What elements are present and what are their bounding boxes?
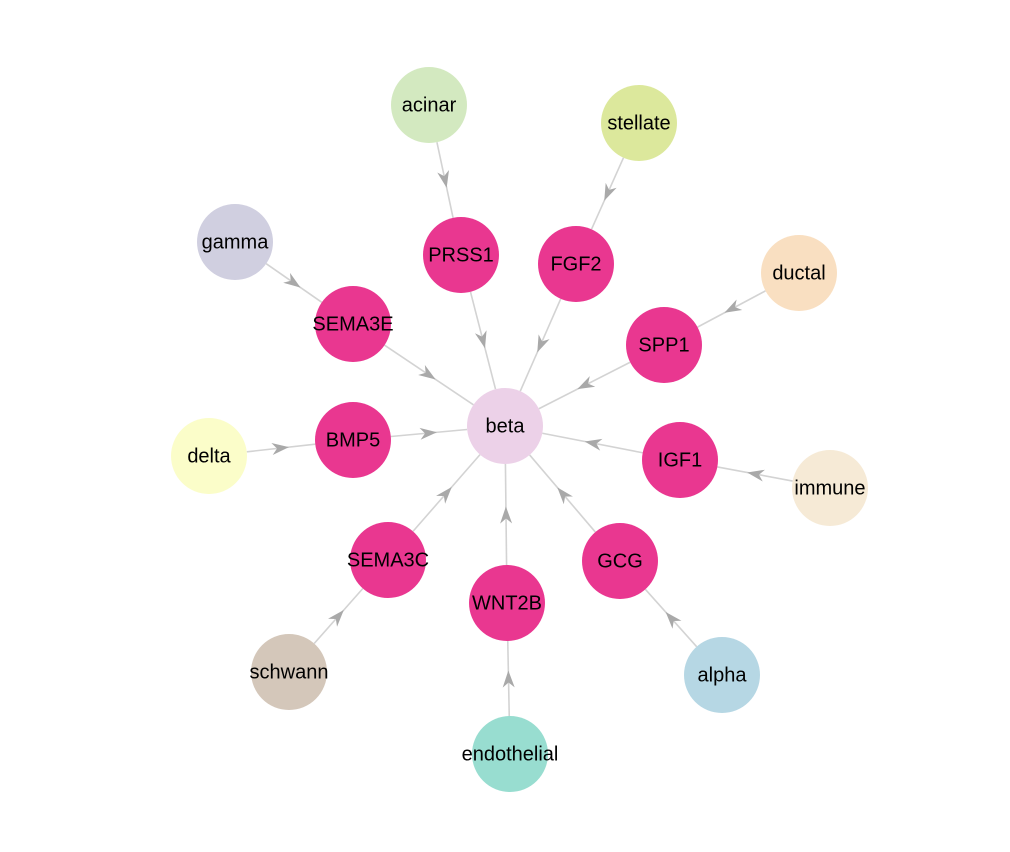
- nodes-layer: beta acinar stellate ductal immune alpha endot…: [171, 67, 868, 792]
- node-label-endothelial: endothelial: [462, 743, 559, 765]
- node-endothelial[interactable]: endothelial: [462, 716, 559, 792]
- node-schwann[interactable]: schwann: [250, 634, 329, 710]
- arrowhead-schwann-to-SEMA3C: [328, 610, 344, 627]
- node-label-beta: beta: [486, 415, 526, 437]
- node-label-gamma: gamma: [202, 231, 270, 253]
- node-circle-bmp5[interactable]: [315, 402, 391, 478]
- node-label-prss1: PRSS1: [428, 244, 494, 266]
- node-label-ductal: ductal: [772, 262, 825, 284]
- arrowhead-WNT2B-to-beta: [500, 506, 513, 524]
- arrowhead-gamma-to-SEMA3E: [283, 272, 301, 288]
- node-wnt2b[interactable]: WNT2B: [469, 565, 545, 641]
- node-label-sema3c: SEMA3C: [347, 549, 429, 571]
- node-circle-igf1[interactable]: [642, 422, 718, 498]
- node-label-schwann: schwann: [250, 661, 329, 683]
- arrowhead-BMP5-to-beta: [419, 427, 437, 440]
- node-gamma[interactable]: gamma: [197, 204, 273, 280]
- node-circle-immune[interactable]: [792, 450, 868, 526]
- node-circle-sema3c[interactable]: [350, 522, 426, 598]
- arrowhead-PRSS1-to-beta: [474, 330, 487, 349]
- arrowhead-GCG-to-beta: [557, 487, 573, 505]
- node-circle-acinar[interactable]: [391, 67, 467, 143]
- arrowhead-delta-to-BMP5: [271, 443, 289, 455]
- node-alpha[interactable]: alpha: [684, 637, 760, 713]
- arrowhead-endothelial-to-WNT2B: [502, 670, 515, 688]
- arrowhead-acinar-to-PRSS1: [437, 169, 449, 188]
- node-acinar[interactable]: acinar: [391, 67, 467, 143]
- node-spp1[interactable]: SPP1: [626, 307, 702, 383]
- node-circle-gcg[interactable]: [582, 523, 658, 599]
- node-circle-beta[interactable]: [467, 388, 543, 464]
- node-circle-ductal[interactable]: [761, 235, 837, 311]
- node-circle-alpha[interactable]: [684, 637, 760, 713]
- node-label-gcg: GCG: [597, 550, 643, 572]
- arrowhead-SEMA3C-to-beta: [436, 486, 452, 504]
- node-circle-wnt2b[interactable]: [469, 565, 545, 641]
- node-label-igf1: IGF1: [658, 449, 702, 471]
- node-sema3c[interactable]: SEMA3C: [347, 522, 429, 598]
- node-circle-spp1[interactable]: [626, 307, 702, 383]
- node-label-delta: delta: [187, 445, 231, 467]
- arrowhead-SPP1-to-beta: [577, 376, 596, 390]
- arrows-layer: [271, 169, 765, 688]
- node-fgf2[interactable]: FGF2: [538, 226, 614, 302]
- node-label-fgf2: FGF2: [550, 253, 601, 275]
- arrowhead-ductal-to-SPP1: [724, 299, 743, 313]
- node-delta[interactable]: delta: [171, 418, 247, 494]
- node-beta[interactable]: beta: [467, 388, 543, 464]
- node-circle-schwann[interactable]: [251, 634, 327, 710]
- node-sema3e[interactable]: SEMA3E: [312, 286, 394, 362]
- node-prss1[interactable]: PRSS1: [423, 217, 499, 293]
- node-bmp5[interactable]: BMP5: [315, 402, 391, 478]
- arrowhead-alpha-to-GCG: [665, 612, 682, 629]
- node-circle-delta[interactable]: [171, 418, 247, 494]
- node-gcg[interactable]: GCG: [582, 523, 658, 599]
- node-circle-gamma[interactable]: [197, 204, 273, 280]
- node-label-immune: immune: [794, 477, 865, 499]
- node-circle-fgf2[interactable]: [538, 226, 614, 302]
- arrowhead-immune-to-IGF1: [747, 469, 765, 482]
- node-label-alpha: alpha: [698, 664, 748, 686]
- node-label-stellate: stellate: [607, 112, 670, 134]
- node-stellate[interactable]: stellate: [601, 85, 677, 161]
- node-ductal[interactable]: ductal: [761, 235, 837, 311]
- arrowhead-FGF2-to-beta: [537, 334, 550, 353]
- node-label-bmp5: BMP5: [326, 429, 380, 451]
- node-igf1[interactable]: IGF1: [642, 422, 718, 498]
- node-circle-prss1[interactable]: [423, 217, 499, 293]
- node-label-acinar: acinar: [402, 94, 457, 116]
- node-label-sema3e: SEMA3E: [312, 313, 393, 335]
- node-label-wnt2b: WNT2B: [472, 592, 542, 614]
- node-circle-endothelial[interactable]: [472, 716, 548, 792]
- node-circle-sema3e[interactable]: [315, 286, 391, 362]
- node-immune[interactable]: immune: [792, 450, 868, 526]
- node-label-spp1: SPP1: [638, 334, 689, 356]
- arrowhead-IGF1-to-beta: [584, 438, 603, 451]
- node-circle-stellate[interactable]: [601, 85, 677, 161]
- arrowhead-SEMA3E-to-beta: [418, 365, 436, 380]
- arrowhead-stellate-to-FGF2: [604, 182, 617, 201]
